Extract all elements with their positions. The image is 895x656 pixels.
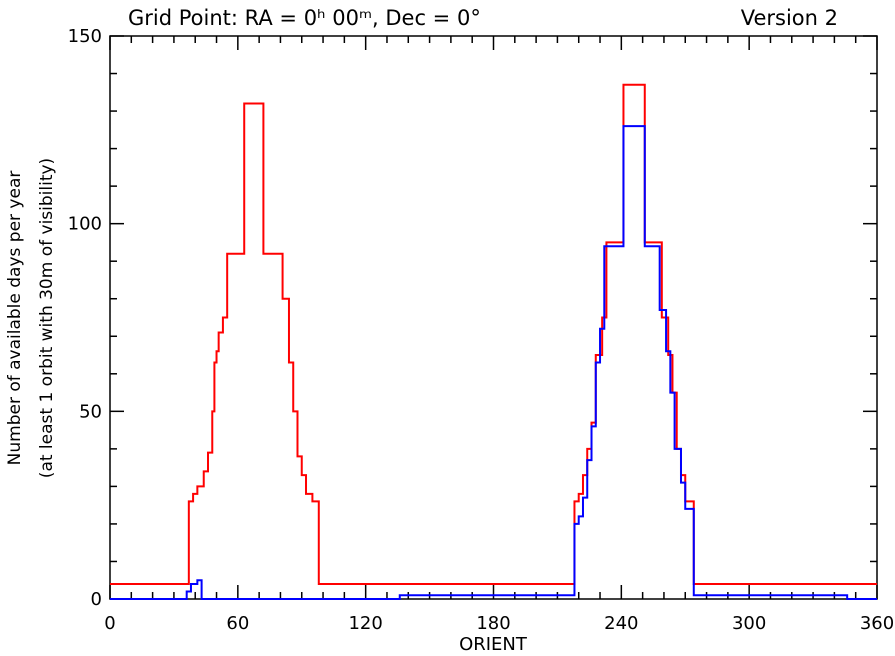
- x-tick-label: 240: [604, 613, 638, 634]
- y-tick-label: 0: [91, 589, 102, 610]
- y-axis-label-group: Number of available days per year (at le…: [5, 158, 57, 478]
- x-tick-label: 60: [226, 613, 249, 634]
- series-layer: [110, 83, 877, 600]
- y-tick-label: 100: [68, 214, 102, 235]
- chart-version-label: Version 2: [741, 6, 838, 30]
- series-line-1: [110, 125, 877, 600]
- x-tick-label: 180: [476, 613, 510, 634]
- series-line-0: [110, 83, 877, 585]
- x-tick-label: 0: [104, 613, 115, 634]
- x-tick-label: 300: [732, 613, 766, 634]
- y-tick-label: 50: [79, 401, 102, 422]
- y-axis: 0 50 100 150: [68, 26, 877, 610]
- chart-title: Grid Point: RA = 0ʰ 00ᵐ, Dec = 0°: [128, 6, 481, 30]
- x-axis: 0 60 120 180 240 300 360: [104, 36, 894, 634]
- y-axis-label-line1: Number of available days per year: [5, 171, 25, 466]
- y-tick-label: 150: [68, 26, 102, 47]
- x-tick-label: 360: [860, 613, 894, 634]
- x-tick-label: 120: [348, 613, 382, 634]
- x-axis-label: ORIENT: [459, 634, 528, 655]
- y-axis-label-line2: (at least 1 orbit with 30m of visibility…: [37, 158, 57, 478]
